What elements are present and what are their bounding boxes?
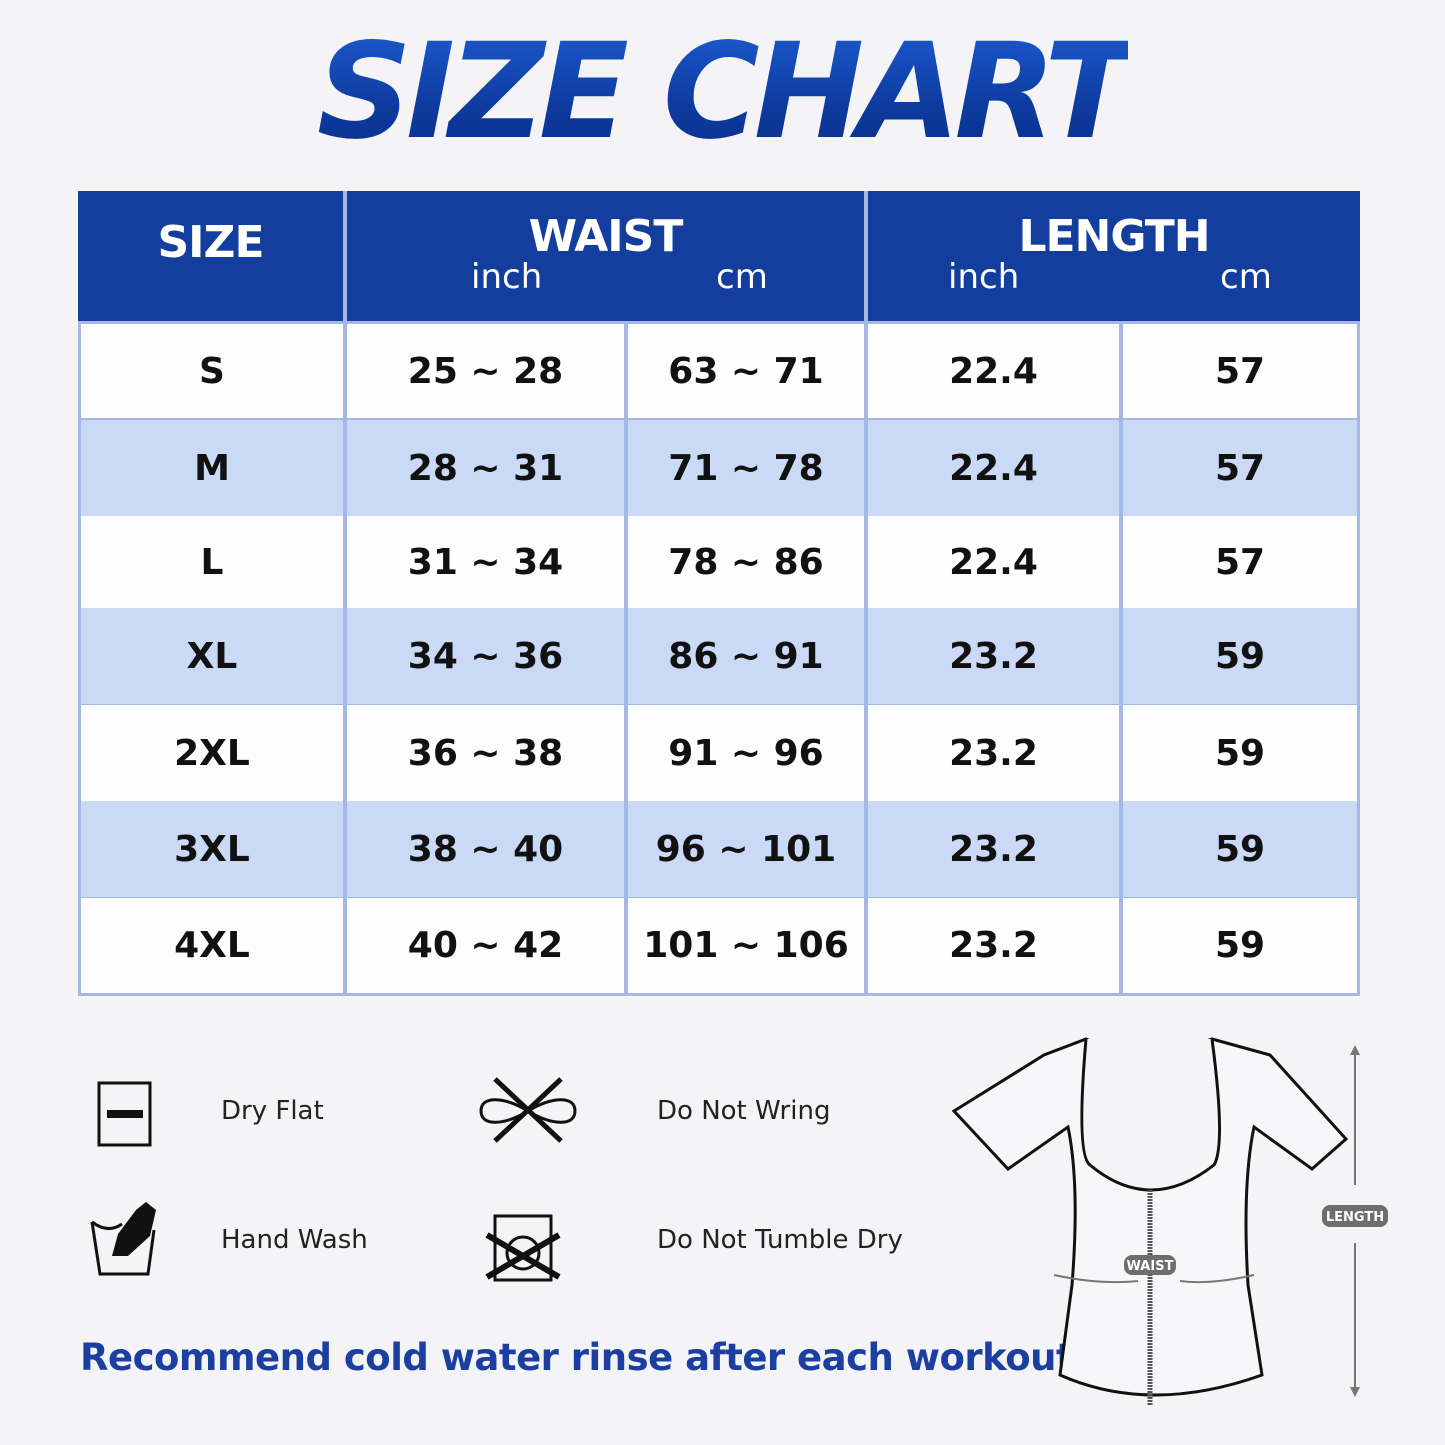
cell-waist-inch: 28 ~ 31 [347,420,624,516]
cell-waist-inch: 31 ~ 34 [347,516,624,608]
cell-length-inch: 23.2 [868,898,1119,993]
cell-length-inch: 22.4 [868,516,1119,608]
cell-waist-cm: 86 ~ 91 [628,608,864,704]
cell-waist-inch: 36 ~ 38 [347,705,624,801]
cell-length-cm: 57 [1123,516,1357,608]
cell-length-cm: 59 [1123,608,1357,704]
table-row: M 28 ~ 31 71 ~ 78 22.4 57 [81,420,1357,516]
cell-waist-cm: 63 ~ 71 [628,324,864,418]
care-label-dry-flat: Dry Flat [221,1096,324,1126]
cell-length-inch: 23.2 [868,608,1119,704]
hand-wash-icon [88,1200,163,1282]
table-row: 2XL 36 ~ 38 91 ~ 96 23.2 59 [81,705,1357,801]
care-label-do-not-tumble-dry: Do Not Tumble Dry [657,1225,903,1255]
header-size: SIZE [78,191,343,321]
page-title: SIZE CHART [316,15,1134,169]
table-row: 4XL 40 ~ 42 101 ~ 106 23.2 59 [81,898,1357,993]
cell-size: S [81,324,343,418]
cell-waist-cm: 78 ~ 86 [628,516,864,608]
dry-flat-icon [97,1081,153,1153]
cell-length-cm: 59 [1123,898,1357,993]
waist-label: WAIST [1127,1259,1174,1274]
cell-waist-inch: 40 ~ 42 [347,898,624,993]
table-row: S 25 ~ 28 63 ~ 71 22.4 57 [81,324,1357,418]
cell-length-cm: 57 [1123,420,1357,516]
do-not-wring-icon [475,1075,581,1151]
cell-size: L [81,516,343,608]
header-length: LENGTH inch cm [868,191,1360,321]
garment-diagram: WAIST LENGTH [950,1035,1400,1419]
cell-waist-inch: 25 ~ 28 [347,324,624,418]
table-row: 3XL 38 ~ 40 96 ~ 101 23.2 59 [81,801,1357,897]
cell-waist-cm: 101 ~ 106 [628,898,864,993]
cell-size: 4XL [81,898,343,993]
cell-length-cm: 59 [1123,705,1357,801]
table-row: L 31 ~ 34 78 ~ 86 22.4 57 [81,516,1357,608]
cell-length-inch: 23.2 [868,705,1119,801]
header-waist: WAIST inch cm [347,191,864,321]
cell-size: M [81,420,343,516]
do-not-tumble-dry-icon [485,1213,561,1287]
cell-size: 2XL [81,705,343,801]
cell-length-inch: 23.2 [868,801,1119,897]
cell-waist-inch: 38 ~ 40 [347,801,624,897]
cell-waist-cm: 96 ~ 101 [628,801,864,897]
cell-length-cm: 57 [1123,324,1357,418]
cell-length-inch: 22.4 [868,324,1119,418]
care-note: Recommend cold water rinse after each wo… [80,1336,1087,1379]
cell-length-inch: 22.4 [868,420,1119,516]
care-label-hand-wash: Hand Wash [221,1225,368,1255]
cell-size: 3XL [81,801,343,897]
size-table: SIZE WAIST inch cm LENGTH inch cm S 25 ~ … [78,191,1360,996]
cell-waist-cm: 91 ~ 96 [628,705,864,801]
length-label: LENGTH [1326,1210,1384,1225]
cell-length-cm: 59 [1123,801,1357,897]
table-row: XL 34 ~ 36 86 ~ 91 23.2 59 [81,608,1357,704]
cell-size: XL [81,608,343,704]
cell-waist-inch: 34 ~ 36 [347,608,624,704]
cell-waist-cm: 71 ~ 78 [628,420,864,516]
care-label-do-not-wring: Do Not Wring [657,1096,831,1126]
